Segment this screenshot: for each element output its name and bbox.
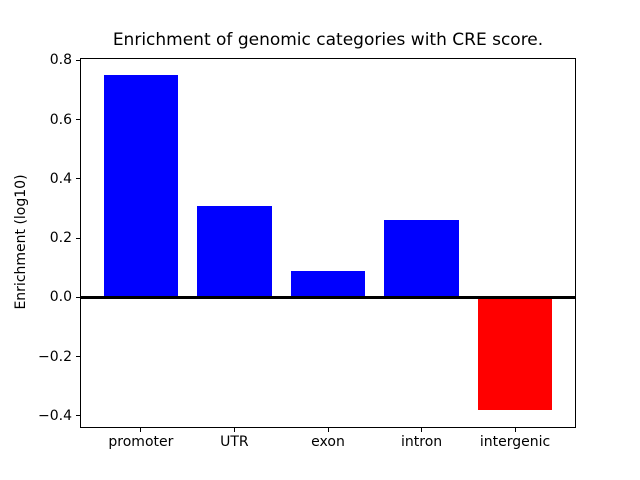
x-tick-label-UTR: UTR — [220, 433, 249, 450]
y-tick-mark — [76, 119, 80, 121]
x-tick-label-promoter: promoter — [108, 433, 174, 450]
y-tick-mark — [76, 415, 80, 417]
y-tick-label: 0.4 — [49, 170, 72, 187]
y-axis-label: Enrichment (log10) — [13, 174, 29, 310]
x-tick-mark — [327, 427, 329, 432]
x-tick-label-intron: intron — [401, 433, 443, 450]
y-tick-label: −0.2 — [38, 348, 72, 365]
plot-area: −0.4 −0.2 0.0 0.2 0.4 0.6 0.8 promoter UTR exon in… — [38, 52, 576, 450]
x-tick-mark — [514, 427, 516, 432]
bar-intergenic — [477, 297, 553, 410]
x-tick-label-intergenic: intergenic — [479, 433, 551, 450]
x-tick-label-exon: exon — [311, 433, 345, 450]
x-tick-mark — [140, 427, 142, 432]
bar-intron — [384, 220, 459, 298]
y-tick-mark — [76, 296, 80, 298]
x-tick-mark — [421, 427, 423, 432]
y-tick-label: −0.4 — [38, 407, 72, 424]
chart-title: Enrichment of genomic categories with CR… — [112, 30, 544, 50]
y-tick-mark — [76, 59, 80, 61]
bar-exon — [290, 270, 366, 298]
y-tick-mark — [76, 237, 80, 239]
y-tick-label: 0.8 — [49, 52, 72, 69]
bar-promoter — [103, 75, 179, 298]
zero-line — [81, 296, 575, 299]
y-tick-mark — [76, 356, 80, 357]
y-tick-label: 0.2 — [49, 230, 72, 247]
y-tick-label: 0.0 — [49, 289, 72, 306]
y-tick-label: 0.6 — [49, 111, 72, 128]
bar-UTR — [197, 205, 272, 298]
x-tick-mark — [233, 427, 235, 432]
y-tick-mark — [76, 178, 80, 180]
